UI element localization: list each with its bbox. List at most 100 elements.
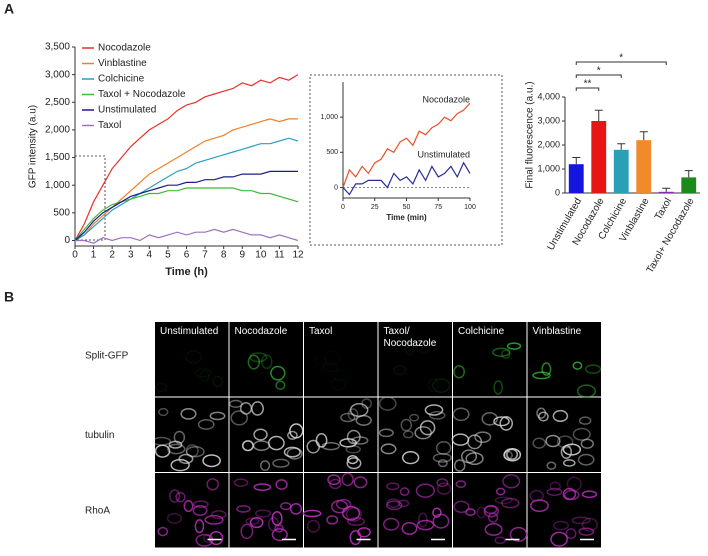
x-tick-label: 75	[434, 204, 442, 211]
cell	[154, 382, 168, 393]
y-tick-label: 500	[53, 207, 70, 218]
inset-frame	[309, 74, 503, 246]
cell	[578, 416, 592, 425]
cell	[194, 368, 212, 378]
x-tick-label: Taxol	[653, 196, 674, 222]
cell	[340, 412, 356, 423]
cell	[271, 528, 288, 542]
error-bar	[594, 109, 603, 121]
cell	[428, 411, 446, 420]
cell	[415, 483, 435, 498]
cell	[289, 423, 304, 439]
x-axis-label: Time (min)	[386, 213, 427, 222]
cell	[556, 435, 574, 449]
cell	[572, 361, 583, 370]
x-tick-label: 8	[221, 250, 227, 261]
micrograph	[527, 397, 601, 472]
cell	[204, 514, 224, 525]
column-label-line: Taxol/	[384, 326, 410, 337]
cell	[536, 407, 547, 419]
cell	[428, 378, 439, 393]
cell	[192, 500, 209, 509]
x-tick-label: 3	[128, 250, 134, 261]
cell	[347, 408, 359, 421]
cell	[339, 438, 357, 448]
cell	[280, 502, 292, 511]
cell	[453, 365, 466, 379]
cell	[236, 505, 251, 513]
micrograph	[229, 322, 303, 397]
cell	[185, 444, 199, 458]
bar	[658, 191, 674, 193]
legend-label: Colchicine	[98, 74, 145, 85]
y-tick-label: 0	[555, 187, 560, 197]
cell	[493, 380, 504, 395]
x-tick-label: 1	[91, 250, 97, 261]
cell	[576, 384, 596, 398]
cell	[353, 476, 368, 489]
cell	[261, 354, 273, 370]
cell	[502, 474, 521, 489]
cell	[202, 454, 221, 468]
cell	[199, 369, 210, 383]
series-line	[342, 102, 471, 188]
cell	[380, 443, 397, 455]
micrograph	[527, 473, 601, 548]
cell	[275, 479, 288, 490]
series-line	[74, 170, 298, 241]
error-bar	[617, 143, 626, 150]
error-bar	[572, 156, 581, 165]
legend-label: Taxol + Nocodazole	[98, 89, 186, 100]
legend-label: Nocodazole	[98, 43, 151, 54]
cell	[259, 460, 271, 472]
x-tick-label: 11	[274, 250, 285, 261]
cell	[271, 510, 283, 526]
micrograph	[378, 322, 452, 397]
y-tick-label: 4,000	[537, 91, 560, 101]
cell	[185, 446, 205, 458]
cell	[467, 434, 483, 450]
y-tick-label: 1,000	[320, 114, 338, 121]
cell	[435, 441, 452, 455]
cell	[378, 428, 394, 438]
row-label: RhoA	[85, 506, 110, 517]
significance-bracket	[575, 74, 622, 78]
cell	[253, 428, 268, 441]
micrograph	[155, 322, 229, 397]
x-tick-label: 10	[255, 250, 267, 261]
cell	[346, 429, 361, 445]
cell	[474, 431, 492, 443]
column-label-line: Colchicine	[458, 326, 505, 337]
error-bar	[639, 131, 648, 141]
cell	[495, 487, 506, 496]
cell	[483, 504, 500, 518]
cell	[210, 510, 227, 520]
cell	[494, 536, 506, 545]
cell	[400, 418, 413, 432]
cell	[501, 497, 520, 509]
bar	[568, 164, 584, 193]
cell	[197, 418, 215, 430]
row-label: tubulin	[85, 430, 114, 441]
cell	[251, 401, 264, 416]
cell	[402, 430, 414, 439]
cell	[341, 505, 361, 521]
cell	[167, 443, 186, 455]
cell	[562, 443, 582, 456]
cell	[562, 459, 576, 467]
x-tick-label: 25	[371, 204, 379, 211]
cell	[349, 529, 362, 546]
cell	[552, 409, 569, 423]
cell	[346, 455, 359, 465]
panel-label: B	[4, 289, 14, 305]
significance-bracket	[575, 87, 600, 91]
cell	[416, 341, 431, 354]
cell	[203, 534, 214, 544]
cell	[272, 458, 290, 468]
cell	[436, 478, 449, 488]
y-tick-label: 0	[334, 184, 338, 191]
cell	[578, 527, 595, 536]
cell	[550, 531, 569, 547]
cell	[212, 375, 224, 388]
x-tick-label: 50	[403, 204, 411, 211]
